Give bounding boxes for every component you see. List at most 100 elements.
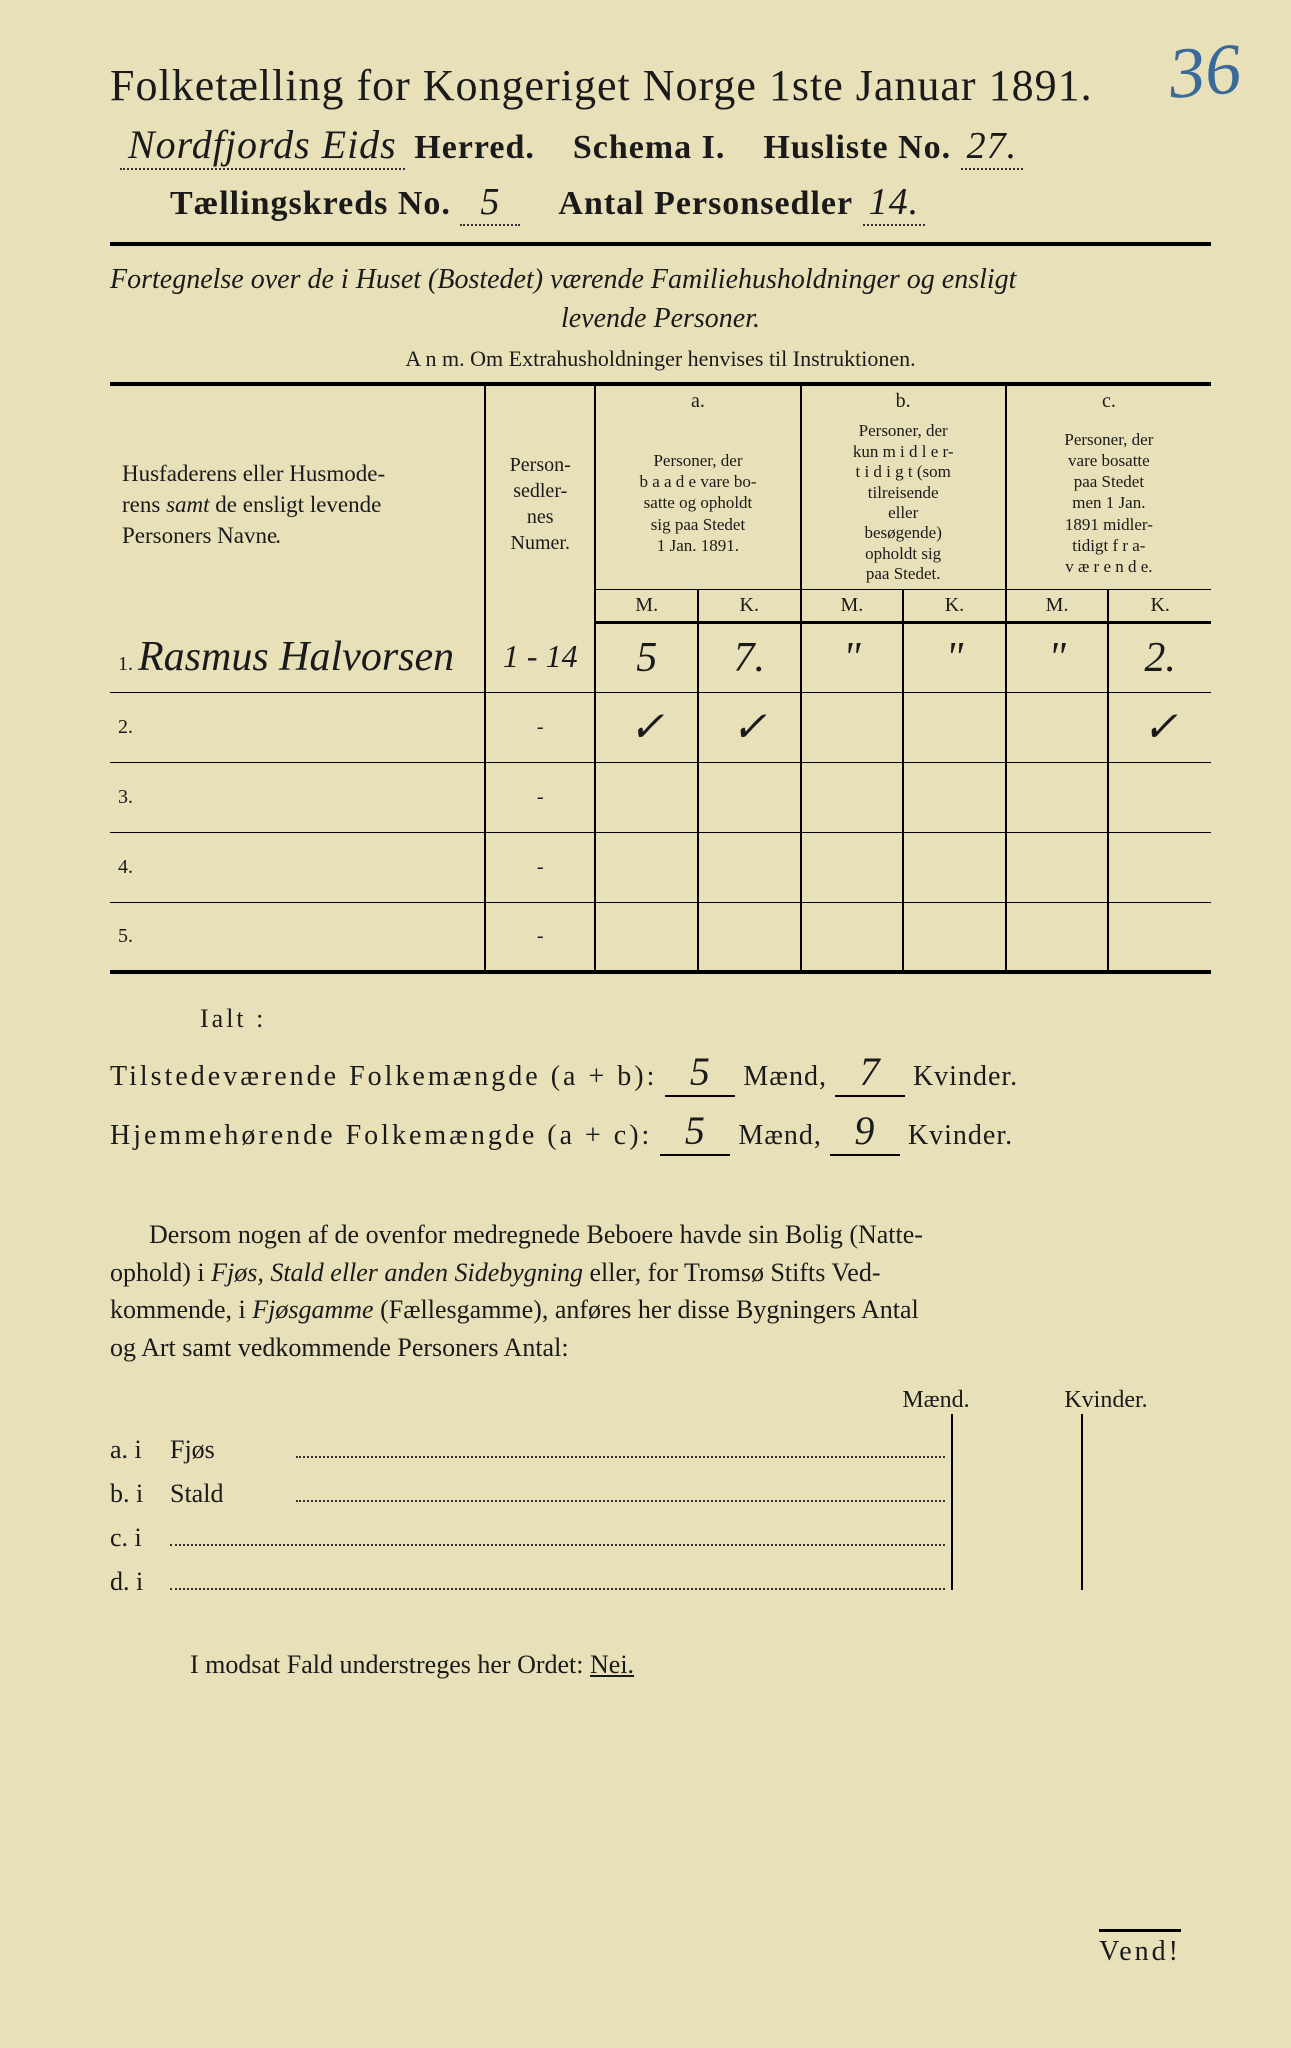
dotted-leader	[296, 1500, 945, 1502]
row-num: 5.	[118, 925, 133, 947]
kvinder-label: Kvinder.	[913, 1061, 1018, 1092]
herred-line: Nordfjords Eids Herred. Schema I. Huslis…	[110, 121, 1211, 170]
table-row: 3. -	[110, 762, 1211, 832]
th-name: Husfaderens eller Husmode-rens samt de e…	[110, 384, 485, 622]
cell: "	[946, 635, 964, 681]
b-lead: d. i	[110, 1567, 170, 1597]
row-name-hw: Rasmus Halvorsen	[138, 634, 454, 680]
b-kcol	[1081, 1502, 1211, 1546]
maend-label: Mænd,	[743, 1061, 827, 1092]
th-a-m: M.	[595, 589, 698, 622]
subtitle-l2: levende Personer.	[110, 299, 1211, 338]
cell: ✓	[1143, 705, 1178, 751]
th-c-m: M.	[1006, 589, 1109, 622]
subtitle: Fortegnelse over de i Huset (Bostedet) v…	[110, 260, 1211, 338]
page-corner-number: 36	[1166, 27, 1245, 116]
modsat-line: I modsat Fald understreges her Ordet: Ne…	[110, 1650, 1211, 1680]
th-c-k: K.	[1108, 589, 1211, 622]
row-num: 3.	[118, 786, 133, 808]
b-lead: b. i	[110, 1479, 170, 1509]
tilstede-line: Tilstedeværende Folkemængde (a + b): 5 M…	[110, 1048, 1211, 1097]
maend-col-label: Mænd.	[871, 1387, 1001, 1414]
dotted-leader	[170, 1588, 945, 1590]
table-row: 5. -	[110, 902, 1211, 972]
nei-word: Nei.	[590, 1650, 634, 1679]
hjemme-m: 5	[660, 1107, 730, 1156]
dotted-leader	[170, 1544, 945, 1546]
tilstede-k: 7	[835, 1048, 905, 1097]
row-num: 4.	[118, 856, 133, 878]
b-lead: a. i	[110, 1435, 170, 1465]
hjemme-line: Hjemmehørende Folkemængde (a + c): 5 Mæn…	[110, 1107, 1211, 1156]
cell: 7.	[734, 635, 766, 681]
cell: ✓	[732, 705, 767, 751]
herred-handwritten: Nordfjords Eids	[120, 121, 405, 170]
kvinder-col-label: Kvinder.	[1041, 1387, 1171, 1414]
table-row: 4. -	[110, 832, 1211, 902]
husliste-no: 27.	[961, 124, 1024, 170]
b-lead: c. i	[110, 1523, 170, 1553]
personsedler-no: 14.	[863, 180, 926, 226]
kreds-label: Tællingskreds No.	[170, 185, 451, 222]
th-b-k: K.	[903, 589, 1006, 622]
kreds-no: 5	[460, 180, 520, 226]
ialt-label: Ialt :	[200, 1004, 1211, 1034]
kvinder-label: Kvinder.	[908, 1120, 1013, 1151]
cell: "	[843, 635, 861, 681]
building-block: Mænd. Kvinder. a. i Fjøs b. i Stald c. i…	[110, 1387, 1211, 1590]
kreds-line: Tællingskreds No. 5 Antal Personsedler 1…	[110, 180, 1211, 226]
b-kcol	[1081, 1546, 1211, 1590]
cell: -	[485, 692, 595, 762]
b-mcol	[951, 1502, 1081, 1546]
row-num: 2.	[118, 716, 133, 738]
th-c-text: Personer, dervare bosattepaa Stedetmen 1…	[1006, 417, 1211, 589]
census-form-page: 36 Folketælling for Kongeriget Norge 1st…	[0, 0, 1291, 2048]
cell: -	[485, 762, 595, 832]
th-a-k: K.	[698, 589, 801, 622]
cell: -	[485, 902, 595, 972]
cell: 1 - 14	[503, 638, 578, 674]
b-mcol	[951, 1458, 1081, 1502]
personsedler-label: Antal Personsedler	[558, 185, 853, 222]
th-b-m: M.	[801, 589, 904, 622]
cell: 5	[636, 635, 657, 681]
th-b-text: Personer, derkun m i d l e r-t i d i g t…	[801, 417, 1006, 589]
maend-label: Mænd,	[738, 1120, 822, 1151]
cell: 2.	[1144, 635, 1176, 681]
cell: "	[1048, 635, 1066, 681]
th-a-text: Personer, derb a a d e vare bo-satte og …	[595, 417, 800, 589]
b-kcol	[1081, 1458, 1211, 1502]
husliste-label: Husliste No.	[763, 129, 951, 166]
herred-label: Herred.	[414, 129, 535, 166]
building-row: a. i Fjøs	[110, 1414, 1211, 1458]
form-title: Folketælling for Kongeriget Norge 1ste J…	[110, 60, 1211, 111]
tilstede-label: Tilstedeværende Folkemængde (a + b):	[110, 1061, 657, 1092]
hjemme-label: Hjemmehørende Folkemængde (a + c):	[110, 1120, 652, 1151]
building-paragraph: Dersom nogen af de ovenfor medregnede Be…	[110, 1216, 1211, 1367]
b-loc: Stald	[170, 1479, 290, 1509]
subtitle-l1: Fortegnelse over de i Huset (Bostedet) v…	[110, 264, 1016, 295]
vend-label: Vend!	[1099, 1929, 1181, 1968]
row-num: 1.	[118, 653, 133, 675]
mk-header: Mænd. Kvinder.	[110, 1387, 1211, 1414]
b-mcol	[951, 1414, 1081, 1458]
tilstede-m: 5	[665, 1048, 735, 1097]
census-table: Husfaderens eller Husmode-rens samt de e…	[110, 382, 1211, 974]
divider	[110, 242, 1211, 246]
dotted-leader	[296, 1456, 945, 1458]
schema-label: Schema I.	[573, 129, 726, 166]
b-kcol	[1081, 1414, 1211, 1458]
th-b-label: b.	[801, 384, 1006, 417]
th-num: Person-sedler-nesNumer.	[485, 384, 595, 622]
building-row: d. i	[110, 1546, 1211, 1590]
anm-note: A n m. Om Extrahusholdninger henvises ti…	[110, 346, 1211, 372]
b-mcol	[951, 1546, 1081, 1590]
hjemme-k: 9	[830, 1107, 900, 1156]
table-row: 1. Rasmus Halvorsen 1 - 14 5 7. " " " 2.	[110, 622, 1211, 692]
th-c-label: c.	[1006, 384, 1211, 417]
th-a-label: a.	[595, 384, 800, 417]
modsat-text: I modsat Fald understreges her Ordet:	[190, 1650, 590, 1679]
table-row: 2. - ✓ ✓ ✓	[110, 692, 1211, 762]
cell: -	[485, 832, 595, 902]
cell: ✓	[629, 705, 664, 751]
